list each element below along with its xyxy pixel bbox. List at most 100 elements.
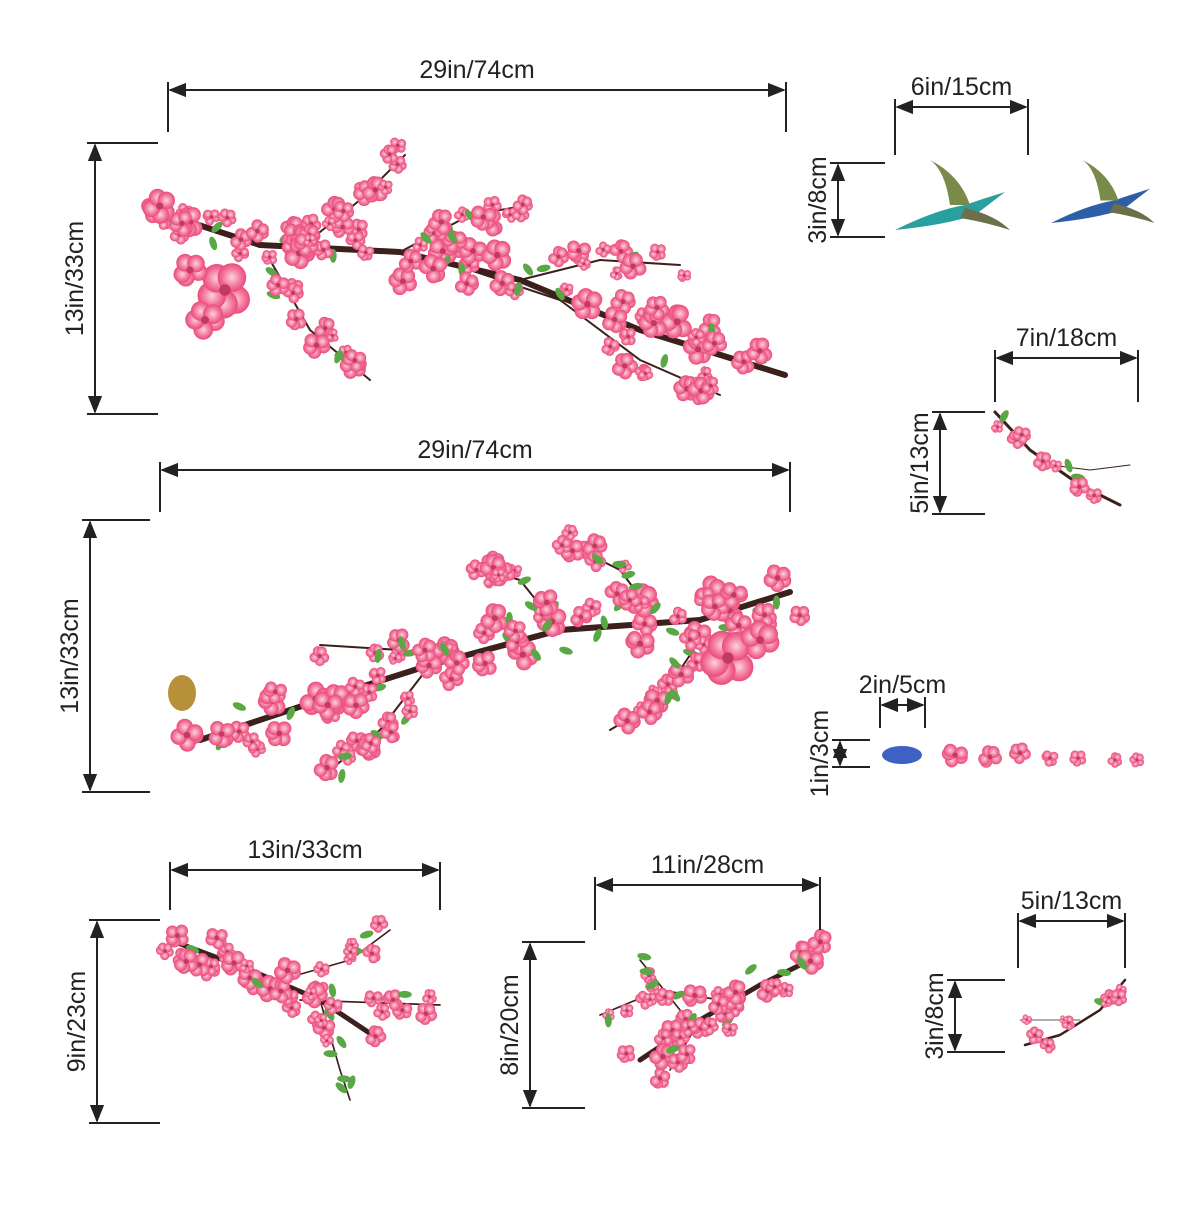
blossom-center (817, 939, 823, 945)
blossom-center (325, 1039, 329, 1043)
blossom (731, 350, 755, 375)
blossom-center (1033, 1033, 1037, 1038)
leaf (669, 657, 680, 669)
blossom-center (383, 185, 388, 189)
blossom-center (1025, 1018, 1028, 1021)
blossom (412, 637, 436, 663)
petal (664, 989, 675, 1000)
blossom (503, 619, 526, 643)
leaf (664, 691, 673, 705)
leaf (621, 571, 636, 579)
blossom-center (1062, 1018, 1065, 1021)
petal (609, 339, 620, 350)
petal (354, 351, 367, 364)
blossom (239, 958, 254, 974)
petal (603, 244, 612, 253)
blossom (636, 698, 663, 725)
height-label: 13in/33cm (56, 598, 84, 713)
width-label: 29in/74cm (419, 56, 534, 84)
blossom-center (255, 228, 260, 234)
blossom-center (209, 215, 214, 219)
leaf (593, 628, 602, 643)
blossom (320, 1033, 334, 1048)
butterfly (882, 746, 922, 764)
wing (960, 208, 1010, 230)
leaf (359, 930, 374, 939)
leaf (334, 349, 343, 364)
petal (578, 242, 591, 256)
blossom-center (196, 962, 203, 968)
blossom (1032, 451, 1052, 472)
blossom-center (371, 996, 376, 1001)
blossom (740, 620, 780, 660)
blossom-center (1066, 1021, 1070, 1025)
blossom (380, 721, 400, 744)
blossom-center (497, 573, 501, 577)
petal (257, 223, 269, 236)
blossom-center (377, 921, 381, 926)
hummingbird (895, 192, 1005, 230)
blossom (746, 337, 773, 365)
blossom-center (722, 652, 734, 664)
blossom-center (589, 605, 594, 610)
petal (388, 999, 400, 1011)
blossom (807, 928, 832, 955)
blossom-center (250, 739, 254, 744)
blossom-center (245, 964, 249, 968)
blossom-center (418, 243, 422, 247)
blossom-center (1076, 756, 1080, 760)
petal (954, 746, 968, 760)
width-label: 29in/74cm (417, 436, 532, 464)
blossom-center (701, 642, 706, 647)
blossom (345, 231, 366, 251)
blossom-center (576, 248, 582, 254)
blossom (1129, 752, 1144, 768)
blossom (687, 328, 706, 347)
blossom (265, 721, 292, 747)
blossom-center (353, 684, 358, 689)
petal (333, 999, 343, 1009)
blossom (362, 176, 388, 203)
blossom-center (448, 676, 454, 682)
blossom-center (331, 1003, 336, 1008)
petal (368, 953, 379, 964)
blossom (679, 1019, 699, 1037)
height-label: 3in/8cm (921, 972, 949, 1060)
width-label: 11in/28cm (651, 851, 765, 879)
blossom-center (650, 320, 657, 327)
blossom (217, 208, 237, 228)
blossom (470, 205, 497, 231)
blossom-center (236, 729, 242, 734)
width-label: 5in/13cm (1021, 887, 1122, 915)
petal (277, 277, 290, 290)
blossom-center (520, 202, 525, 207)
blossom (701, 593, 730, 621)
blossom (789, 605, 811, 627)
blossom (418, 253, 448, 284)
blossom (362, 943, 381, 964)
blossom (168, 210, 193, 237)
blossom-center (406, 696, 410, 700)
blossom (165, 924, 189, 948)
blossom-center (660, 1053, 666, 1060)
blossom-center (319, 967, 324, 971)
blossom-center (480, 214, 487, 220)
blossom-center (643, 371, 648, 376)
blossom (765, 978, 784, 996)
height-label: 13in/33cm (61, 221, 89, 336)
blossom (173, 253, 208, 287)
blossom (595, 241, 612, 258)
blossom-center (454, 660, 460, 666)
blossom (388, 267, 417, 296)
blossom-center (201, 316, 209, 324)
hummingbird (1051, 188, 1150, 223)
blossom-center (592, 543, 598, 549)
blossom (388, 651, 403, 665)
blossom (532, 589, 559, 617)
blossom (625, 630, 655, 659)
blossom (701, 330, 728, 356)
blossom (610, 288, 636, 315)
blossom-center (687, 637, 693, 642)
blossom-center (183, 958, 189, 964)
blossom-center (272, 689, 278, 695)
